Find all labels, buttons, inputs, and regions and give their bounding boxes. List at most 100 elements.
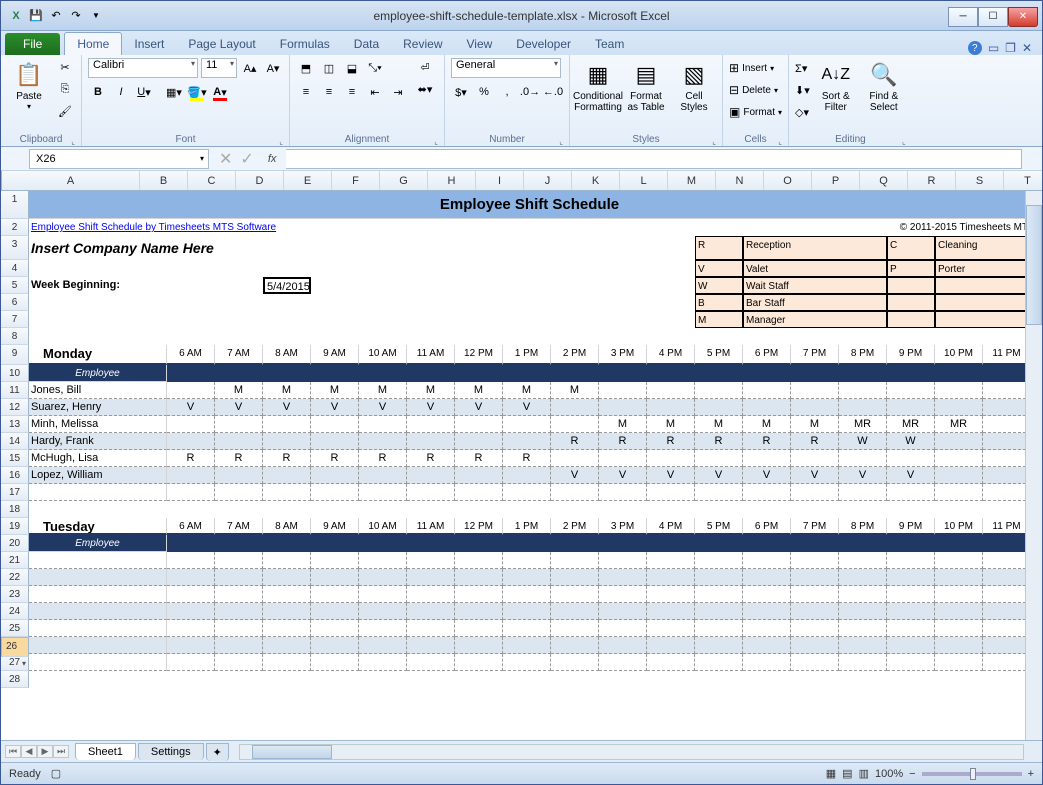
cell[interactable] (311, 277, 359, 294)
indent-inc-icon[interactable]: ⇥ (388, 82, 408, 102)
shift-cell[interactable] (359, 484, 407, 501)
cell[interactable] (599, 236, 647, 260)
cell[interactable] (695, 535, 743, 552)
shift-cell[interactable] (599, 654, 647, 671)
shift-cell[interactable] (839, 399, 887, 416)
shift-cell[interactable] (407, 569, 455, 586)
row-header[interactable]: 20 (1, 535, 29, 552)
increase-decimal-icon[interactable]: .0→ (520, 82, 540, 102)
hour-header[interactable]: 10 PM (935, 518, 983, 535)
shift-cell[interactable]: R (551, 433, 599, 450)
shift-cell[interactable] (935, 450, 983, 467)
col-header-Q[interactable]: Q (860, 171, 908, 190)
shift-cell[interactable] (695, 484, 743, 501)
cell[interactable] (359, 501, 407, 518)
insert-cells-icon[interactable]: ⊞ (729, 61, 739, 75)
cell-styles-button[interactable]: ▧Cell Styles (672, 57, 716, 113)
cell[interactable] (407, 260, 455, 277)
shift-cell[interactable]: V (551, 467, 599, 484)
cell[interactable] (551, 535, 599, 552)
font-name-select[interactable]: Calibri (88, 58, 198, 78)
shift-cell[interactable] (983, 433, 1031, 450)
cell[interactable] (503, 236, 551, 260)
legend-label[interactable]: Wait Staff (743, 277, 887, 294)
employee-name[interactable]: Suarez, Henry (29, 399, 167, 416)
shift-cell[interactable] (167, 484, 215, 501)
zoom-in-icon[interactable]: + (1028, 768, 1034, 780)
cell[interactable] (455, 260, 503, 277)
hour-header[interactable]: 4 PM (647, 345, 695, 365)
macro-record-icon[interactable]: ▢ (51, 767, 61, 780)
col-header-C[interactable]: C (188, 171, 236, 190)
shift-cell[interactable] (503, 484, 551, 501)
shift-cell[interactable] (407, 620, 455, 637)
hour-header[interactable]: 9 AM (311, 518, 359, 535)
align-top-icon[interactable]: ⬒ (296, 58, 316, 78)
legend-code[interactable]: C (887, 236, 935, 260)
template-link[interactable]: Employee Shift Schedule by Timesheets MT… (31, 222, 276, 233)
shift-cell[interactable] (647, 637, 695, 654)
tab-formulas[interactable]: Formulas (268, 33, 342, 55)
row-header[interactable]: 21 (1, 552, 29, 569)
shift-cell[interactable] (743, 603, 791, 620)
col-header-L[interactable]: L (620, 171, 668, 190)
shift-cell[interactable] (935, 569, 983, 586)
shift-cell[interactable] (503, 637, 551, 654)
align-middle-icon[interactable]: ◫ (319, 58, 339, 78)
undo-icon[interactable]: ↶ (47, 7, 65, 25)
shift-cell[interactable] (455, 569, 503, 586)
shift-cell[interactable] (455, 484, 503, 501)
row-header[interactable]: 5 (1, 277, 29, 294)
paste-button[interactable]: 📋 Paste ▾ (7, 57, 51, 111)
tab-developer[interactable]: Developer (504, 33, 583, 55)
shift-cell[interactable] (311, 433, 359, 450)
shift-cell[interactable] (167, 620, 215, 637)
cell[interactable] (359, 294, 407, 311)
hour-header[interactable]: 6 PM (743, 345, 791, 365)
cell[interactable] (647, 236, 695, 260)
shift-cell[interactable] (743, 620, 791, 637)
shift-cell[interactable]: V (887, 467, 935, 484)
shift-cell[interactable] (647, 586, 695, 603)
shift-cell[interactable] (743, 586, 791, 603)
cell[interactable] (839, 365, 887, 382)
cell[interactable] (839, 501, 887, 518)
cell[interactable] (167, 535, 215, 552)
hour-header[interactable]: 9 PM (887, 518, 935, 535)
zoom-out-icon[interactable]: − (909, 768, 915, 780)
shift-cell[interactable] (935, 484, 983, 501)
cell[interactable] (263, 501, 311, 518)
legend-code[interactable] (887, 277, 935, 294)
shift-cell[interactable] (887, 603, 935, 620)
shift-cell[interactable] (935, 620, 983, 637)
cell[interactable] (647, 294, 695, 311)
cell[interactable] (215, 260, 263, 277)
cell[interactable] (167, 294, 215, 311)
shift-cell[interactable] (599, 586, 647, 603)
shift-cell[interactable] (599, 450, 647, 467)
shift-cell[interactable] (503, 654, 551, 671)
shift-cell[interactable]: R (647, 433, 695, 450)
col-header-H[interactable]: H (428, 171, 476, 190)
hour-header[interactable]: 8 PM (839, 518, 887, 535)
shift-cell[interactable] (599, 399, 647, 416)
shift-cell[interactable] (215, 620, 263, 637)
shift-cell[interactable] (983, 450, 1031, 467)
shift-cell[interactable] (935, 552, 983, 569)
shift-cell[interactable] (647, 382, 695, 399)
tab-view[interactable]: View (455, 33, 505, 55)
shift-cell[interactable]: V (167, 399, 215, 416)
shift-cell[interactable] (551, 569, 599, 586)
cell[interactable] (551, 260, 599, 277)
cell[interactable] (263, 365, 311, 382)
shift-cell[interactable] (263, 416, 311, 433)
cell[interactable] (695, 365, 743, 382)
cell[interactable] (167, 365, 215, 382)
shift-cell[interactable] (167, 433, 215, 450)
row-header[interactable]: 3 (1, 236, 29, 260)
shift-cell[interactable]: R (407, 450, 455, 467)
col-header-G[interactable]: G (380, 171, 428, 190)
shift-cell[interactable] (983, 569, 1031, 586)
shift-cell[interactable] (551, 586, 599, 603)
shift-cell[interactable] (839, 620, 887, 637)
